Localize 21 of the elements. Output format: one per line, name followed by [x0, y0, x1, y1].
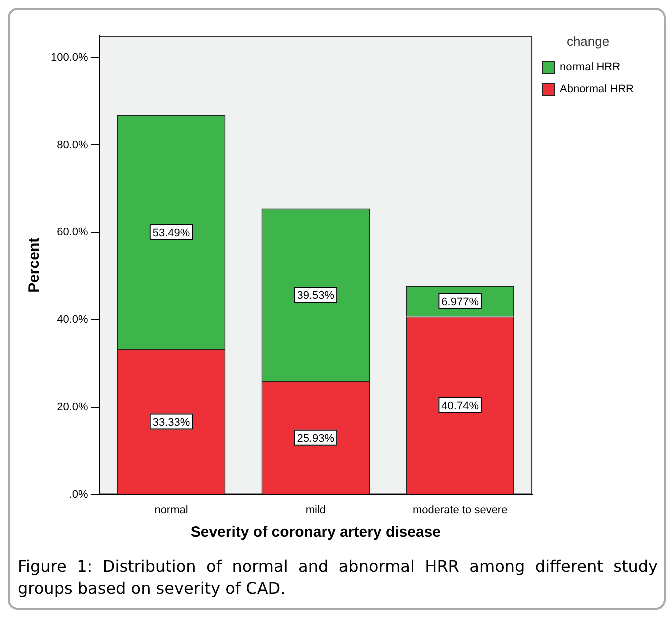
data-label: 25.93% — [297, 432, 335, 445]
y-tick-label: 80.0% — [57, 139, 89, 152]
y-tick-label: 20.0% — [57, 401, 89, 414]
x-tick-label: moderate to severe — [412, 504, 508, 516]
y-tick-label: 60.0% — [57, 226, 89, 239]
data-label: 53.49% — [152, 227, 190, 240]
y-tick-label: .0% — [69, 488, 89, 501]
x-axis-title: Severity of coronary artery disease — [190, 524, 441, 542]
data-label: 6.977% — [442, 296, 480, 309]
x-tick-label: mild — [306, 504, 326, 516]
data-label: 33.33% — [152, 416, 190, 429]
caption: Figure 1: Distribution of normal and abnormal HRR among different study groups based on severity of CAD. — [18, 556, 658, 600]
y-tick-label: 40.0% — [57, 314, 89, 326]
y-tick-label: 100.0% — [50, 52, 89, 64]
legend-title: change — [566, 34, 610, 50]
legend-label: Abnormal HRR — [560, 84, 634, 96]
x-tick-label: normal — [154, 504, 188, 516]
y-axis-title: Percent — [26, 238, 44, 293]
data-label: 40.74% — [442, 400, 480, 413]
data-label: 39.53% — [297, 290, 335, 302]
legend-label: normal HRR — [560, 62, 621, 74]
